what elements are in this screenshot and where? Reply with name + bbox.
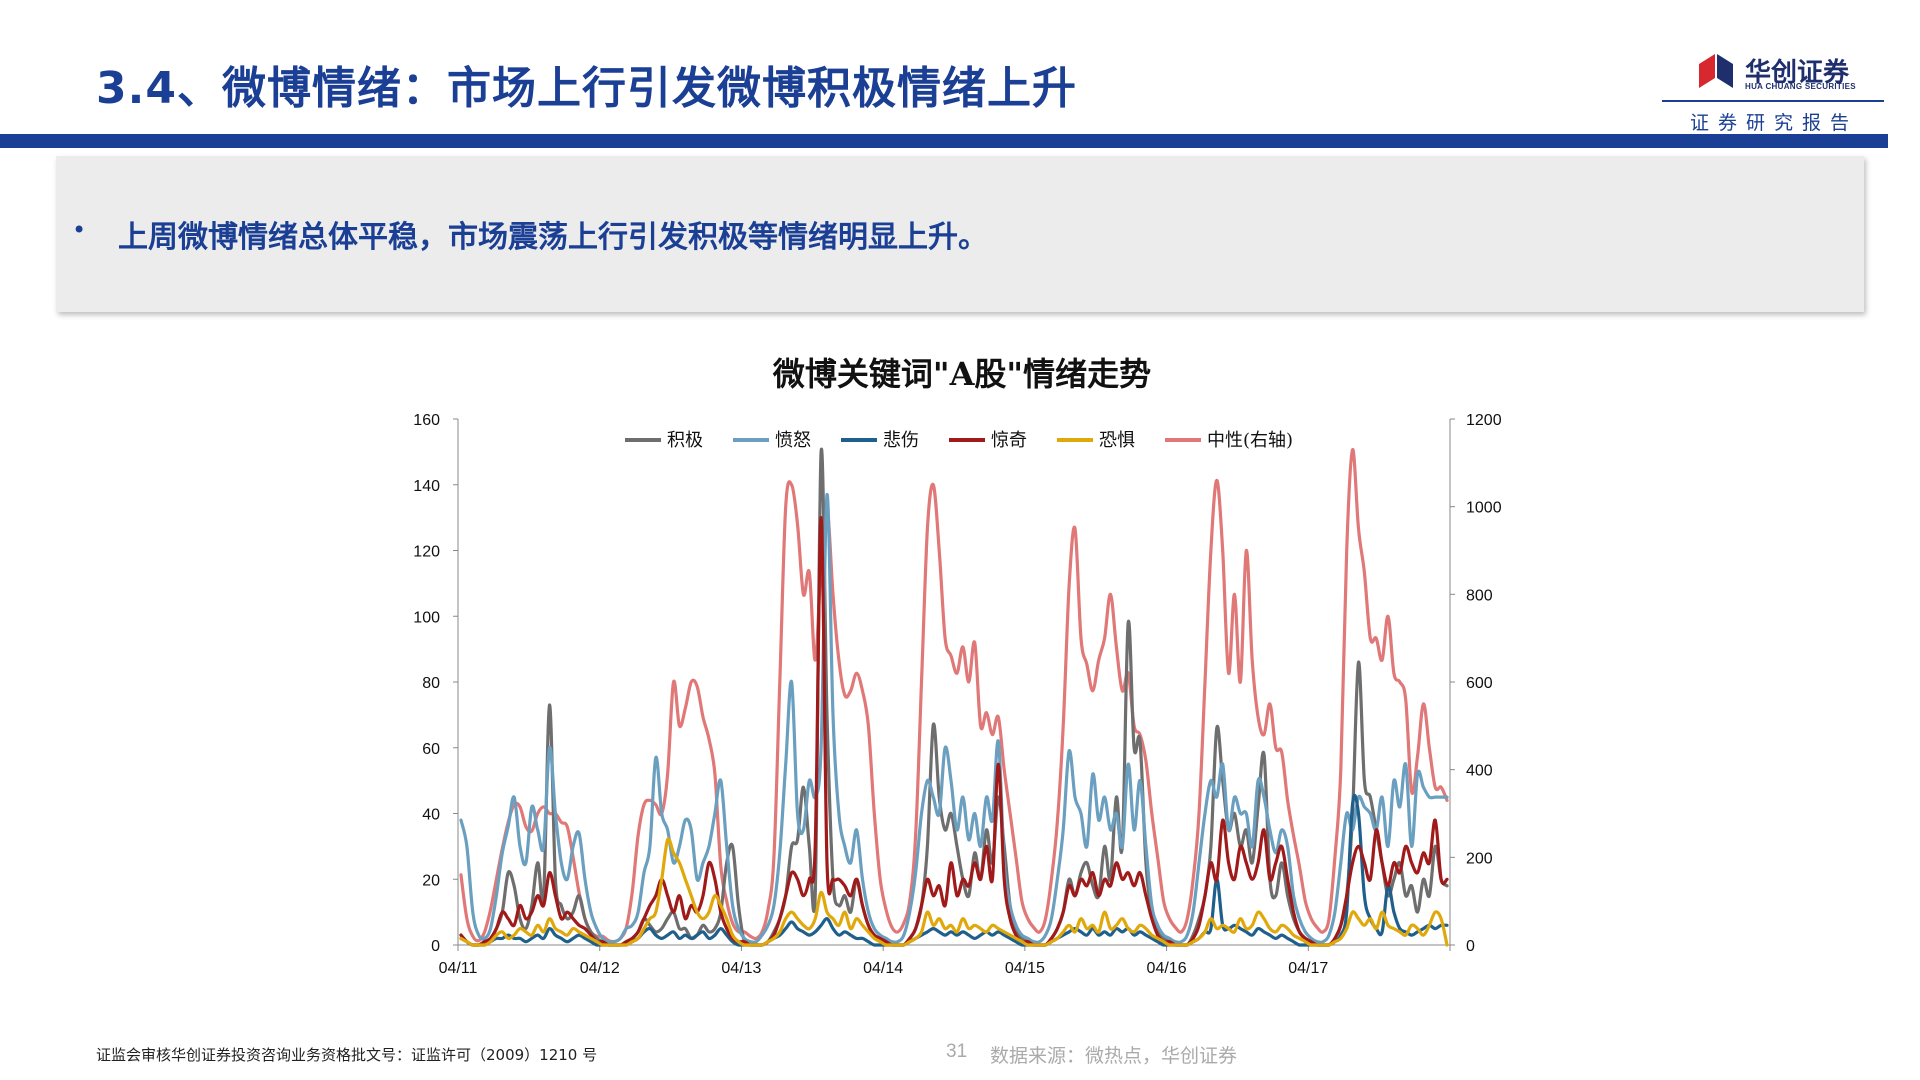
x-tick-label: 04/11 xyxy=(439,960,478,977)
left-tick-label: 0 xyxy=(431,938,440,955)
legend-label-5: 中性(右轴) xyxy=(1207,430,1293,451)
bullet-dot: • xyxy=(72,216,87,244)
left-tick-label: 60 xyxy=(422,741,440,758)
logo-divider xyxy=(1662,100,1884,102)
series-line-5 xyxy=(459,448,1449,944)
right-tick-label: 800 xyxy=(1466,587,1493,604)
right-tick-label: 400 xyxy=(1466,763,1493,780)
right-tick-label: 1000 xyxy=(1466,500,1502,517)
series-line-3 xyxy=(459,515,1449,947)
company-logo-icon xyxy=(1699,54,1733,88)
left-tick-label: 140 xyxy=(413,478,440,495)
data-source: 数据来源：微热点，华创证券 xyxy=(990,1045,1238,1067)
emotion-trend-chart: 微博关键词"A股"情绪走势 0 20 40 60 80 100 120 140 160 0 200 40… xyxy=(413,355,1502,977)
logo-name: 华创证券 xyxy=(1745,58,1850,88)
right-tick-label: 1200 xyxy=(1466,412,1502,429)
legend-label-3: 惊奇 xyxy=(991,430,1027,451)
legend-label-4: 恐惧 xyxy=(1099,430,1135,451)
right-tick-label: 600 xyxy=(1466,675,1493,692)
x-tick-label: 04/17 xyxy=(1288,960,1328,977)
summary-text: 上周微博情绪总体平稳，市场震荡上行引发积极等情绪明显上升。 xyxy=(118,220,988,255)
x-tick-label: 04/13 xyxy=(721,960,761,977)
right-tick-label: 0 xyxy=(1466,938,1475,955)
x-tick-label: 04/12 xyxy=(580,960,620,977)
summary-box: • 上周微博情绪总体平稳，市场震荡上行引发积极等情绪明显上升。 xyxy=(56,156,1864,312)
left-tick-label: 40 xyxy=(422,807,440,824)
legend-label-0: 积极 xyxy=(667,430,703,451)
report-type-label: 证券研究报告 xyxy=(1690,112,1859,134)
series-line-1 xyxy=(459,492,1449,944)
left-tick-label: 80 xyxy=(422,675,440,692)
logo-subtitle: HUA CHUANG SECURITIES xyxy=(1745,82,1856,91)
page-title: 3.4、微博情绪：市场上行引发微博积极情绪上升 xyxy=(96,63,1077,114)
left-tick-label: 20 xyxy=(422,872,440,889)
chart-title: 微博关键词"A股"情绪走势 xyxy=(772,355,1151,393)
x-tick-label: 04/14 xyxy=(863,960,903,977)
series-line-4 xyxy=(459,837,1449,947)
license-note: 证监会审核华创证券投资咨询业务资格批文号：证监许可（2009）1210 号 xyxy=(96,1046,598,1064)
x-tick-label: 04/16 xyxy=(1147,960,1187,977)
left-tick-label: 160 xyxy=(413,412,440,429)
right-tick-label: 200 xyxy=(1466,850,1493,867)
header-bar xyxy=(0,134,1888,148)
left-tick-label: 100 xyxy=(413,609,440,626)
page-number: 31 xyxy=(946,1041,968,1062)
legend-label-2: 悲伤 xyxy=(883,430,919,451)
legend-label-1: 愤怒 xyxy=(775,430,811,451)
left-tick-label: 120 xyxy=(413,544,440,561)
x-tick-label: 04/15 xyxy=(1005,960,1045,977)
